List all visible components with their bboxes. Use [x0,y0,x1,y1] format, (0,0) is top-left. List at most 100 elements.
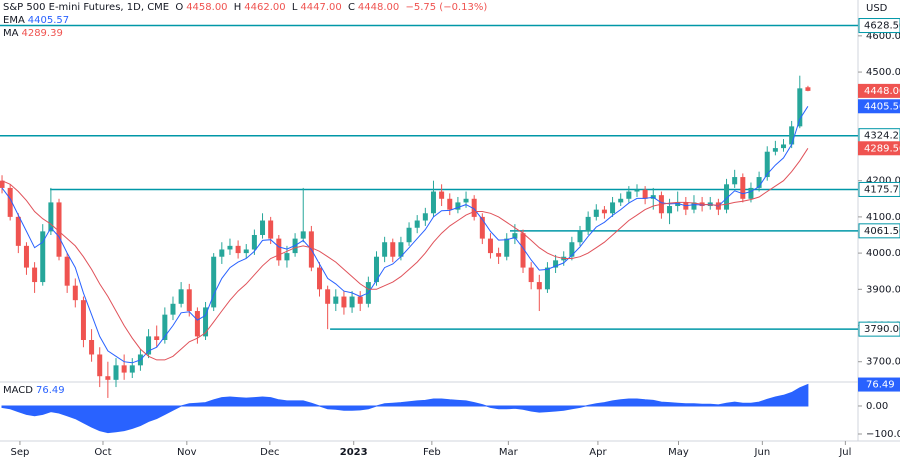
macd-name: MACD [3,385,33,396]
open-value: 4458.00 [186,2,228,13]
candle-body [382,242,388,257]
close-value: 4448.00 [357,2,400,13]
close-label: C [347,2,355,13]
level-badge [858,181,900,197]
candle-body [577,231,583,243]
candle-body [772,148,778,152]
candle-body [691,202,697,210]
price-badge-label: 4448.00 [864,86,900,97]
candle-body [170,303,176,315]
candle-body [422,213,428,221]
candle-body [32,267,38,283]
candle-body [260,220,266,235]
x-tick-label: Nov [177,447,197,458]
candle-body [764,151,770,178]
candle-body [64,256,70,286]
candle-body [390,242,396,257]
candle-body [740,177,746,199]
x-tick-label: Dec [260,447,279,458]
candle-body [406,227,412,243]
candle-body [357,296,363,304]
candle-body [333,296,339,304]
level-badge-label: 4324.25 [864,131,900,142]
macd-badge [858,377,900,392]
currency: USD [866,3,888,14]
candle-body [601,209,607,214]
high-value: 4462.00 [244,2,286,13]
ema-legend: EMA 4405.57 [3,15,72,27]
level-badge-label: 4175.75 [864,184,900,195]
candle-body [569,242,575,257]
candle-body [317,267,323,290]
low-value: 4447.00 [300,2,342,13]
level-badge [858,18,900,34]
level-badge-label: 4061.50 [864,226,900,237]
candle-body [593,209,599,217]
candle-body [414,220,420,228]
candle-body [398,242,404,257]
x-tick-label: Jul [838,447,851,458]
candle-body [243,249,249,254]
candle-body [373,256,379,283]
macd-area [1,383,809,434]
candle-body [325,289,331,304]
candle-body [15,216,21,246]
candle-body [724,184,730,210]
price-badge [858,83,900,98]
x-tick-label: Jun [754,447,771,458]
candle-body [219,249,225,257]
ema-name: EMA [3,15,25,26]
y-tick-label: 4600.00 [866,31,900,42]
macd-tick-label: 0.00 [866,401,888,412]
y-tick-label: 3900.00 [866,284,900,295]
candle-body [146,336,152,355]
candle-body [536,282,542,290]
x-tick-label: Apr [589,447,607,458]
candle-body [675,202,681,207]
candle-body [463,198,469,203]
symbol: S&P 500 E-mini Futures, 1D, CME [3,2,170,13]
candle-body [634,189,640,192]
candle-body [642,189,648,199]
candle-body [748,187,754,199]
x-tick-label: 2023 [340,447,368,458]
candle-body [7,187,13,217]
candle-body [455,202,461,210]
candle-body [186,289,192,312]
y-tick-label: 4500.00 [866,67,900,78]
candle-body [72,285,78,301]
x-tick-label: Sep [11,447,30,458]
candle-body [235,245,241,254]
candle-body [528,267,534,283]
candle-body [789,126,795,145]
candle-body [618,198,624,203]
candle-body [89,339,95,355]
ma-legend: MA 4289.39 [3,28,66,40]
candle-body [781,144,787,149]
candle-body [178,289,184,304]
candle-body [667,206,673,214]
price-badge [858,141,900,156]
candle-body [56,202,62,257]
candle-body [797,88,803,127]
level-badge [858,321,900,337]
candle-body [48,202,54,232]
candle-body [805,87,811,91]
candle-body [40,231,46,283]
candle-body [487,238,493,254]
macd-value: 76.49 [35,385,65,396]
x-tick-label: Oct [94,447,111,458]
candle-body [251,234,257,250]
candle-body [162,314,168,340]
candle-body [520,233,526,268]
candle-body [154,336,160,340]
low-label: L [291,2,298,13]
candle-body [732,177,738,185]
candle-body [553,260,559,268]
y-tick-label: 4000.00 [866,248,900,259]
candle-body [129,365,135,373]
price-badge-label: 4289.50 [864,143,900,154]
candle-body [113,365,119,380]
